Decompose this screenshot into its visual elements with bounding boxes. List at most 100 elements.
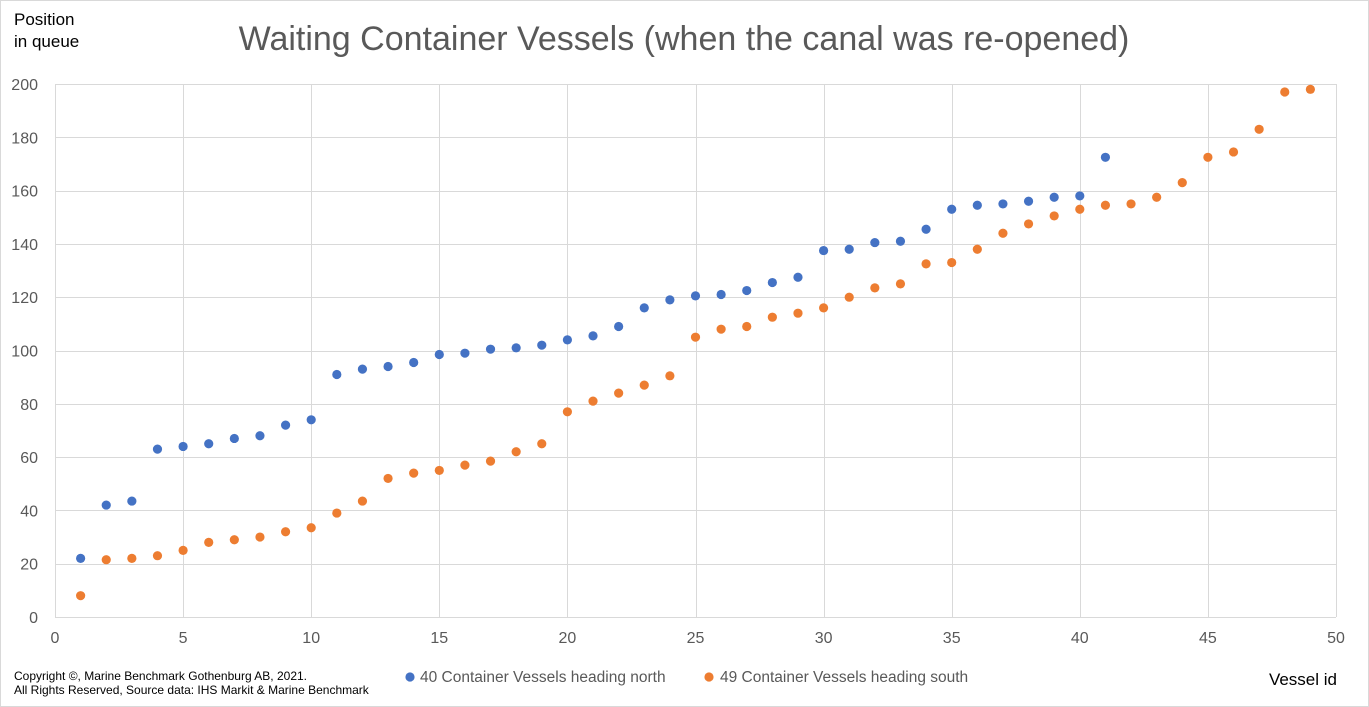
data-point-south [1280,87,1290,97]
data-point-south [511,447,521,457]
data-point-south [1177,178,1187,188]
data-point-north [767,277,777,288]
data-point-north [332,369,342,380]
data-point-south [1305,84,1315,94]
copyright-line: Copyright ©, Marine Benchmark Gothenburg… [14,669,307,683]
data-point-south [434,465,444,476]
data-point-north [665,295,675,305]
data-point-south [767,312,777,322]
x-tick-label: 15 [430,630,448,647]
data-point-north [152,444,163,454]
data-point-north [1075,191,1085,201]
data-point-north [537,340,547,350]
data-point-south [178,545,188,555]
data-point-south [614,388,624,398]
data-point-north [1100,152,1111,162]
data-point-north [588,331,598,341]
data-point-south [460,460,470,470]
data-point-south [229,535,239,545]
data-point-north [485,344,496,354]
data-point-north [921,224,931,234]
data-point-north [383,361,393,372]
chart-title: Waiting Container Vessels (when the cana… [239,20,1130,58]
data-point-south [1228,147,1239,157]
tick-labels: 0 20 40 60 80 100 120 140 160 180 200 0 5 10 15 20 25 30 3… [11,77,1345,647]
data-point-north [357,364,368,374]
x-tick-label: 50 [1327,630,1345,647]
data-point-north [614,321,624,332]
data-point-north [101,500,111,510]
data-point-north [178,441,188,452]
series-north [76,152,1111,563]
data-point-south [1075,204,1085,214]
y-tick-label: 100 [11,344,38,361]
y-axis-label: Position in queue [14,10,79,51]
data-point-north [511,343,521,353]
data-point-north [434,349,444,360]
data-point-north [690,291,701,301]
y-tick-label: 160 [11,184,38,201]
data-point-north [716,289,726,300]
data-points [76,84,1315,601]
data-point-north [742,285,752,296]
data-point-north [204,439,214,449]
data-point-south [742,321,752,332]
data-point-north [972,200,982,210]
data-point-south [588,396,598,406]
data-point-north [229,433,239,444]
data-point-south [793,308,803,318]
x-tick-label: 25 [687,630,705,647]
y-tick-label: 200 [11,77,38,94]
data-point-north [562,335,573,345]
data-point-north [844,244,854,254]
y-tick-label: 40 [20,503,38,520]
gridlines [55,84,1337,618]
data-point-south [562,407,573,417]
data-point-south [357,496,368,506]
data-point-north [793,272,803,282]
data-point-south [1126,199,1136,209]
x-tick-label: 40 [1071,630,1089,647]
legend-marker-south [704,672,714,682]
legend-marker-north [405,672,415,682]
x-tick-label: 0 [51,630,60,647]
data-point-south [844,292,854,302]
data-point-south [255,532,265,542]
data-point-south [665,371,675,381]
data-point-south [870,283,880,293]
data-point-north [76,553,86,563]
data-point-north [306,415,316,425]
y-axis-label-line-1: Position [14,10,74,29]
y-tick-label: 180 [11,130,38,147]
data-point-south [1049,211,1059,221]
y-axis-label-line-2: in queue [14,32,79,51]
data-point-south [306,523,316,533]
data-point-north [639,303,649,313]
data-point-south [690,332,701,342]
data-point-south [1023,219,1034,229]
data-point-south [1203,152,1213,162]
data-point-south [152,551,163,561]
data-point-south [101,555,111,565]
x-tick-label: 10 [302,630,320,647]
x-tick-label: 30 [815,630,833,647]
data-point-south [280,527,291,537]
data-point-north [1023,196,1034,206]
data-point-south [895,279,906,289]
data-point-south [76,591,86,601]
data-point-south [716,324,726,334]
data-point-south [204,537,214,547]
data-point-south [332,508,342,518]
data-point-north [998,199,1008,209]
data-point-north [870,237,880,248]
data-point-north [895,236,906,246]
y-tick-label: 120 [11,290,38,307]
x-axis-label: Vessel id [1269,670,1337,689]
legend-item-south: 49 Container Vessels heading south [704,669,968,686]
legend-label-south: 49 Container Vessels heading south [720,669,968,686]
data-point-south [972,244,982,254]
data-point-south [485,456,496,466]
y-tick-label: 140 [11,237,38,254]
